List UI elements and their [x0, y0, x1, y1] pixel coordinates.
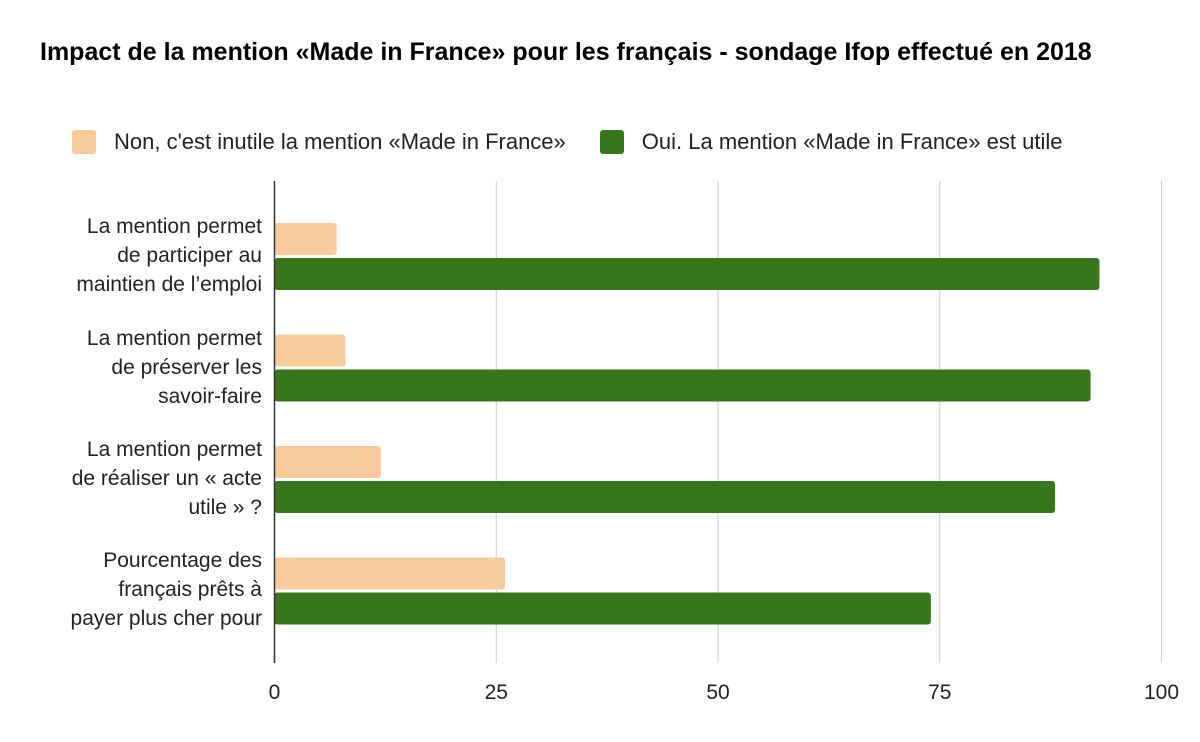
category-label-line: savoir-faire	[158, 385, 262, 408]
legend: Non, c'est inutile la mention «Made in F…	[72, 126, 1096, 158]
category-label-line: de réaliser un « acte	[71, 467, 262, 490]
legend-item-oui: Oui. La mention «Made in France» est uti…	[599, 129, 1063, 155]
bar-oui	[274, 592, 931, 625]
bar-non	[274, 557, 506, 590]
x-tick-label: 50	[706, 681, 729, 704]
category-label-acte-utile: La mention permet de réaliser un « acte …	[20, 435, 262, 522]
x-tick-label: 25	[485, 681, 508, 704]
category-label-line: de préserver les	[111, 356, 262, 379]
category-label-line: de participer au	[117, 244, 262, 267]
legend-label-non: Non, c'est inutile la mention «Made in F…	[114, 129, 566, 154]
bar-oui	[274, 258, 1100, 290]
bar-non	[274, 223, 337, 255]
legend-swatch-oui	[599, 130, 624, 154]
chart-title: Impact de la mention «Made in France» po…	[40, 38, 1092, 66]
bar-oui	[274, 369, 1091, 402]
category-label-line: Pourcentage des	[103, 549, 262, 572]
category-label-line: La mention permet	[86, 438, 262, 461]
category-label-line: La mention permet	[86, 327, 262, 350]
legend-item-non: Non, c'est inutile la mention «Made in F…	[72, 129, 566, 155]
category-label-line: français prêts à	[118, 578, 262, 601]
legend-label-oui: Oui. La mention «Made in France» est uti…	[641, 129, 1063, 154]
category-label-emploi: La mention permet de participer au maint…	[20, 212, 262, 299]
x-tick-label: 100	[1144, 681, 1179, 704]
x-tick-label: 0	[269, 681, 281, 704]
category-label-line: payer plus cher pour	[70, 607, 262, 630]
legend-swatch-non	[72, 130, 96, 154]
bar-oui	[274, 481, 1056, 513]
category-label-line: utile » ?	[188, 496, 262, 519]
x-tick-label: 75	[928, 681, 951, 704]
category-label-line: La mention permet	[86, 215, 262, 238]
bar-non	[274, 334, 346, 367]
bar-non	[274, 446, 381, 478]
category-label-savoir-faire: La mention permet de préserver les savoi…	[20, 324, 262, 411]
category-label-line: maintien de l’emploi	[76, 273, 262, 296]
category-label-payer-plus: Pourcentage des français prêts à payer p…	[20, 546, 262, 633]
